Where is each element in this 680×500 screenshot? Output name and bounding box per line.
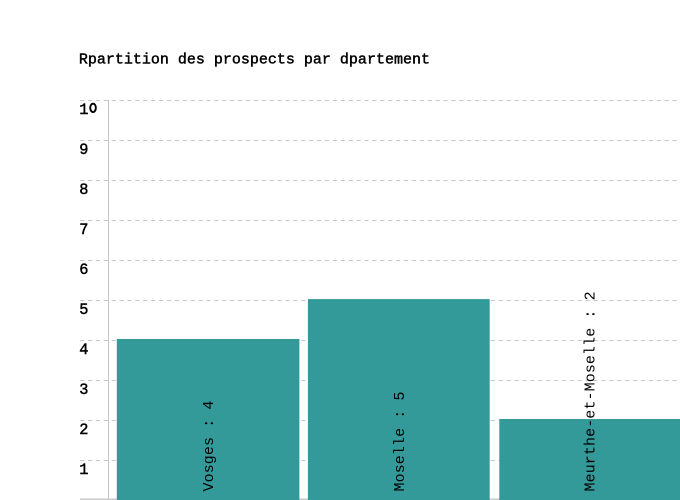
svg-text:8: 8 [79, 181, 88, 199]
svg-text:3: 3 [79, 381, 88, 399]
svg-text:2: 2 [79, 421, 88, 439]
svg-text:1: 1 [79, 461, 88, 479]
svg-text:Meurthe-et-Moselle : 2: Meurthe-et-Moselle : 2 [583, 291, 600, 491]
svg-text:4: 4 [79, 341, 88, 359]
svg-text:1: 1 [79, 101, 88, 119]
svg-text:Vosges : 4: Vosges : 4 [201, 400, 218, 491]
svg-text:Rpartition des prospects par d: Rpartition des prospects par dpartement [79, 52, 430, 69]
svg-text:Moselle : 5: Moselle : 5 [392, 391, 409, 491]
svg-text:6: 6 [79, 261, 88, 279]
svg-text:7: 7 [79, 221, 88, 239]
svg-text:9: 9 [79, 141, 88, 159]
svg-text:5: 5 [79, 301, 88, 319]
